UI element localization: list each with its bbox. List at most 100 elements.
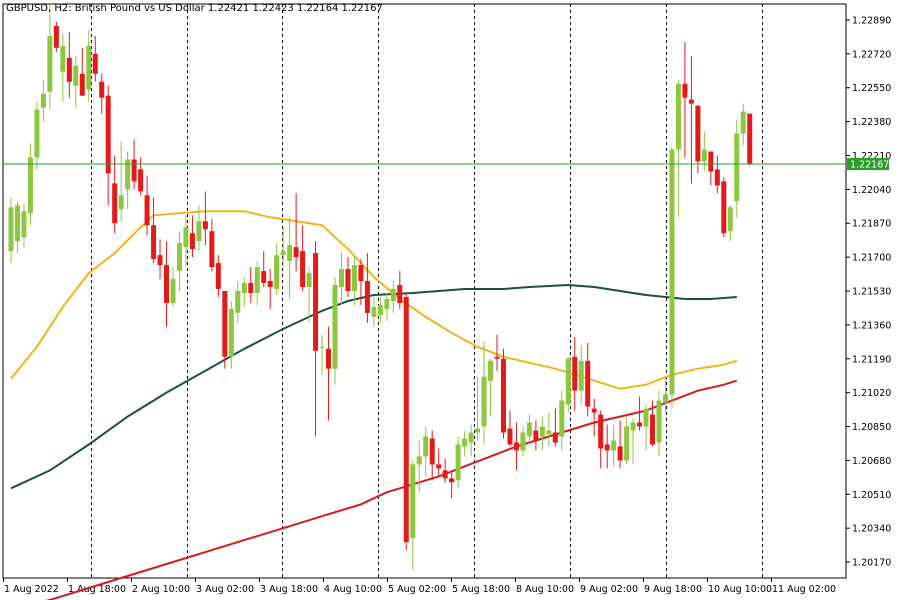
bull-candle bbox=[559, 400, 565, 437]
y-tick-label: 1.22890 bbox=[852, 15, 891, 26]
bull-candle bbox=[423, 436, 429, 457]
bull-candle bbox=[410, 464, 416, 539]
bull-candle bbox=[669, 149, 675, 395]
bear-candle bbox=[151, 225, 157, 260]
bear-candle bbox=[533, 430, 539, 441]
bear-candle bbox=[591, 408, 597, 413]
bear-candle bbox=[747, 113, 753, 164]
bull-candle bbox=[565, 358, 571, 405]
bear-candle bbox=[313, 253, 319, 351]
bear-candle bbox=[189, 233, 195, 250]
x-tick-label: 11 Aug 02:00 bbox=[772, 584, 836, 595]
bull-candle bbox=[86, 45, 92, 90]
y-tick-label: 1.20510 bbox=[852, 490, 891, 501]
x-tick-label: 10 Aug 10:00 bbox=[708, 584, 772, 595]
bear-candle bbox=[429, 438, 435, 465]
x-tick-label: 4 Aug 10:00 bbox=[324, 584, 382, 595]
last-price-label: 1.22167 bbox=[850, 160, 889, 171]
bull-candle bbox=[14, 205, 20, 242]
bear-candle bbox=[300, 251, 306, 288]
bear-candle bbox=[721, 181, 727, 234]
bear-candle bbox=[164, 265, 170, 303]
last-price-tag bbox=[847, 158, 889, 171]
bear-candle bbox=[688, 99, 694, 104]
bull-candle bbox=[488, 360, 494, 381]
bull-candle bbox=[526, 422, 532, 437]
bear-candle bbox=[215, 263, 221, 290]
bull-candle bbox=[176, 243, 182, 272]
x-tick-label: 1 Aug 2022 bbox=[4, 584, 59, 595]
bull-candle bbox=[740, 111, 746, 134]
bull-candle bbox=[60, 45, 66, 72]
bear-candle bbox=[585, 360, 591, 407]
bear-candle bbox=[202, 221, 208, 230]
bull-candle bbox=[27, 157, 33, 214]
x-tick-label: 9 Aug 02:00 bbox=[580, 584, 638, 595]
bear-candle bbox=[157, 255, 163, 266]
bull-candle bbox=[351, 265, 357, 291]
bull-candle bbox=[630, 422, 636, 431]
bear-candle bbox=[552, 432, 558, 443]
bear-candle bbox=[617, 446, 623, 461]
bull-candle bbox=[701, 149, 707, 162]
bull-candle bbox=[546, 430, 552, 435]
bear-candle bbox=[442, 470, 448, 479]
bull-candle bbox=[40, 93, 46, 108]
bull-candle bbox=[455, 444, 461, 481]
y-tick-label: 1.22210 bbox=[852, 151, 891, 162]
bull-candle bbox=[196, 221, 202, 242]
bear-candle bbox=[403, 296, 409, 543]
bear-candle bbox=[99, 81, 105, 98]
bear-candle bbox=[604, 444, 610, 451]
y-tick-label: 1.20850 bbox=[852, 422, 891, 433]
bear-candle bbox=[261, 271, 267, 284]
bear-candle bbox=[53, 25, 59, 48]
bear-candle bbox=[79, 73, 85, 96]
bull-candle bbox=[47, 35, 53, 92]
bear-candle bbox=[572, 356, 578, 391]
x-tick-label: 5 Aug 02:00 bbox=[388, 584, 446, 595]
bear-candle bbox=[494, 356, 500, 359]
bear-candle bbox=[293, 247, 299, 258]
series-line-ma-slow bbox=[45, 379, 738, 600]
bear-candle bbox=[695, 105, 701, 162]
bear-candle bbox=[144, 195, 150, 226]
bull-candle bbox=[8, 207, 14, 252]
bull-candle bbox=[235, 291, 241, 313]
bull-candle bbox=[416, 456, 422, 465]
bull-candle bbox=[624, 426, 630, 461]
bull-candle bbox=[280, 251, 286, 256]
y-tick-label: 1.20340 bbox=[852, 524, 891, 535]
bear-candle bbox=[714, 169, 720, 186]
x-tick-label: 2 Aug 10:00 bbox=[132, 584, 190, 595]
bear-candle bbox=[358, 265, 364, 282]
bull-candle bbox=[241, 283, 247, 293]
bear-candle bbox=[513, 442, 519, 451]
bull-candle bbox=[734, 133, 740, 202]
y-tick-label: 1.21020 bbox=[852, 388, 891, 399]
bull-candle bbox=[170, 279, 176, 303]
bull-candle bbox=[384, 298, 390, 309]
y-tick-label: 1.20680 bbox=[852, 456, 891, 467]
bull-candle bbox=[468, 432, 474, 443]
y-tick-label: 1.22380 bbox=[852, 117, 891, 128]
bear-candle bbox=[105, 95, 111, 174]
bear-candle bbox=[507, 428, 513, 445]
bull-candle bbox=[462, 438, 468, 447]
bear-candle bbox=[131, 159, 137, 182]
bull-candle bbox=[371, 306, 377, 317]
bear-candle bbox=[267, 281, 273, 288]
bull-candle bbox=[338, 269, 344, 288]
y-tick-label: 1.21700 bbox=[852, 253, 891, 264]
bear-candle bbox=[436, 464, 442, 469]
bear-candle bbox=[112, 183, 118, 224]
bull-candle bbox=[520, 432, 526, 451]
bear-candle bbox=[650, 414, 656, 445]
bull-candle bbox=[611, 440, 617, 451]
bull-candle bbox=[656, 400, 662, 443]
y-tick-label: 1.21530 bbox=[852, 287, 891, 298]
bull-candle bbox=[332, 285, 338, 369]
bull-candle bbox=[662, 394, 668, 403]
